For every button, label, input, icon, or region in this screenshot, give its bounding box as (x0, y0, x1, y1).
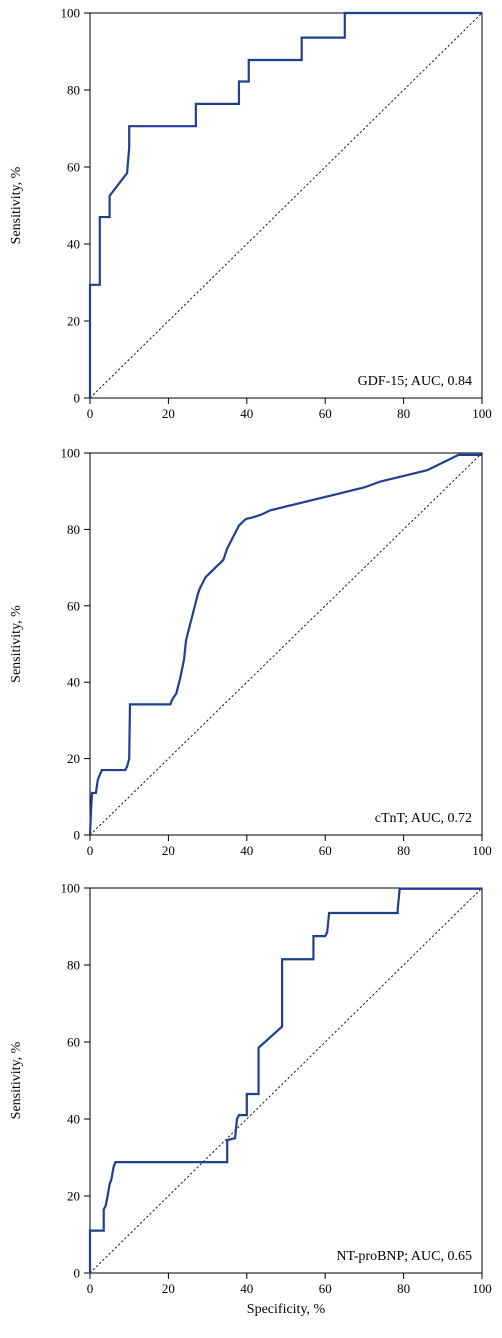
y-tick-label: 40 (67, 1112, 80, 1127)
plot-frame (89, 452, 483, 836)
x-tick-label: 60 (319, 406, 332, 421)
auc-annotation: NT-proBNP; AUC, 0.65 (336, 1249, 472, 1264)
auc-annotation: GDF-15; AUC, 0.84 (358, 374, 472, 389)
x-tick-label: 60 (319, 843, 332, 858)
x-tick-label: 80 (397, 406, 410, 421)
x-tick-label: 40 (240, 843, 253, 858)
reference-diagonal-line (89, 452, 483, 836)
y-tick-label: 60 (67, 598, 80, 613)
x-tick-label: 20 (162, 1281, 175, 1296)
x-tick-label: 100 (472, 843, 492, 858)
x-tick-label: 40 (240, 1281, 253, 1296)
y-tick-label: 20 (67, 751, 80, 766)
y-tick-label: 100 (61, 881, 81, 896)
roc-curve-line (88, 887, 482, 1273)
y-axis-title: Sensitivity, % (9, 1041, 24, 1119)
x-tick-label: 20 (162, 406, 175, 421)
y-tick-label: 60 (67, 1035, 80, 1050)
plot-frame (89, 12, 483, 399)
y-axis-title: Sensitivity, % (9, 166, 24, 244)
y-tick-label: 80 (67, 522, 80, 537)
roc-panel-1: 0 20 40 60 80 100 0 20 40 60 80 100 GDF-15; AUC, 0.8… (9, 6, 492, 422)
x-tick-label: 0 (87, 843, 94, 858)
x-tick-label: 100 (472, 406, 492, 421)
y-tick-label: 20 (67, 1189, 80, 1204)
y-tick-label: 100 (61, 6, 81, 21)
y-tick-label: 0 (74, 1266, 81, 1281)
auc-annotation: cTnT; AUC, 0.72 (375, 811, 472, 826)
y-tick-label: 60 (67, 160, 80, 175)
x-tick-label: 20 (162, 843, 175, 858)
y-tick-label: 40 (67, 237, 80, 252)
roc-panel-3: 0 20 40 60 80 100 0 20 40 60 80 100 NT-proBNP; AUC, … (9, 881, 492, 1318)
roc-curve-line (88, 453, 482, 836)
x-tick-label: 0 (87, 1281, 94, 1296)
roc-panel-2: 0 20 40 60 80 100 0 20 40 60 80 100 cTnT; AUC, 0.72 S… (9, 446, 492, 859)
roc-curve-line (88, 11, 482, 398)
y-tick-label: 40 (67, 675, 80, 690)
x-tick-label: 40 (240, 406, 253, 421)
y-tick-label: 80 (67, 83, 80, 98)
y-tick-label: 100 (61, 446, 81, 461)
y-tick-label: 0 (74, 828, 81, 843)
reference-diagonal-line (89, 12, 483, 399)
x-tick-label: 0 (87, 406, 94, 421)
x-tick-label: 80 (397, 1281, 410, 1296)
x-tick-label: 60 (319, 1281, 332, 1296)
y-axis-title: Sensitivity, % (9, 605, 24, 683)
y-tick-label: 80 (67, 958, 80, 973)
x-tick-label: 100 (472, 1281, 492, 1296)
plot-frame (89, 887, 483, 1274)
y-tick-label: 20 (67, 314, 80, 329)
x-axis-title: Specificity, % (247, 1302, 326, 1317)
reference-diagonal-line (89, 887, 483, 1274)
x-tick-label: 80 (397, 843, 410, 858)
y-tick-label: 0 (74, 391, 81, 406)
